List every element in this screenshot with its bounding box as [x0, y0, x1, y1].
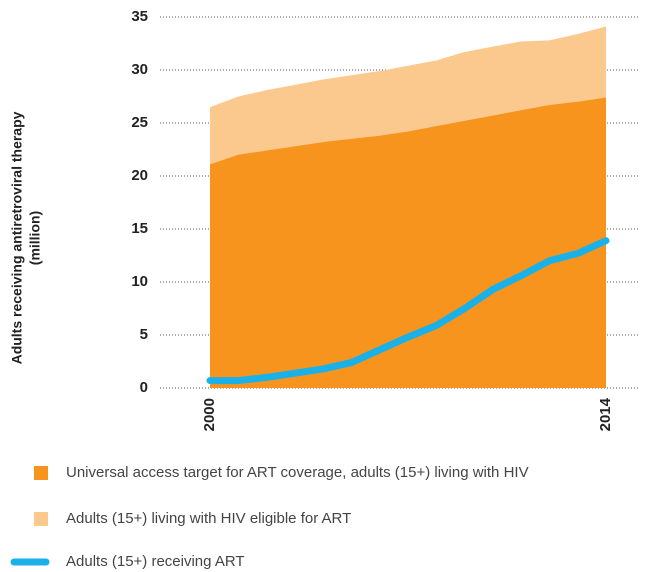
y-axis-label-line: (million) [27, 211, 43, 265]
y-tick-label: 25 [131, 114, 148, 131]
line [206, 237, 610, 385]
y-tick-label: 5 [140, 326, 148, 343]
legend-label: Adults (15+) living with HIV eligible fo… [66, 510, 351, 527]
area [210, 97, 606, 388]
legend-swatch [34, 466, 48, 480]
y-tick-label: 10 [131, 273, 148, 290]
y-tick-label: 30 [131, 61, 148, 78]
y-axis-label: Adults receiving antiretroviral therapy … [9, 111, 43, 364]
x-tick-label: 2000 [201, 398, 218, 431]
legend-label: Adults (15+) receiving ART [66, 553, 245, 570]
y-tick-label: 0 [140, 379, 148, 396]
y-tick-label: 15 [131, 220, 148, 237]
legend-swatch [34, 512, 48, 526]
y-tick-label: 20 [131, 167, 148, 184]
y-axis-label-line: Adults receiving antiretroviral therapy [9, 111, 25, 364]
legend-label: Universal access target for ART coverage… [66, 464, 529, 481]
x-tick-label: 2014 [597, 397, 614, 431]
y-tick-label: 35 [131, 8, 148, 25]
